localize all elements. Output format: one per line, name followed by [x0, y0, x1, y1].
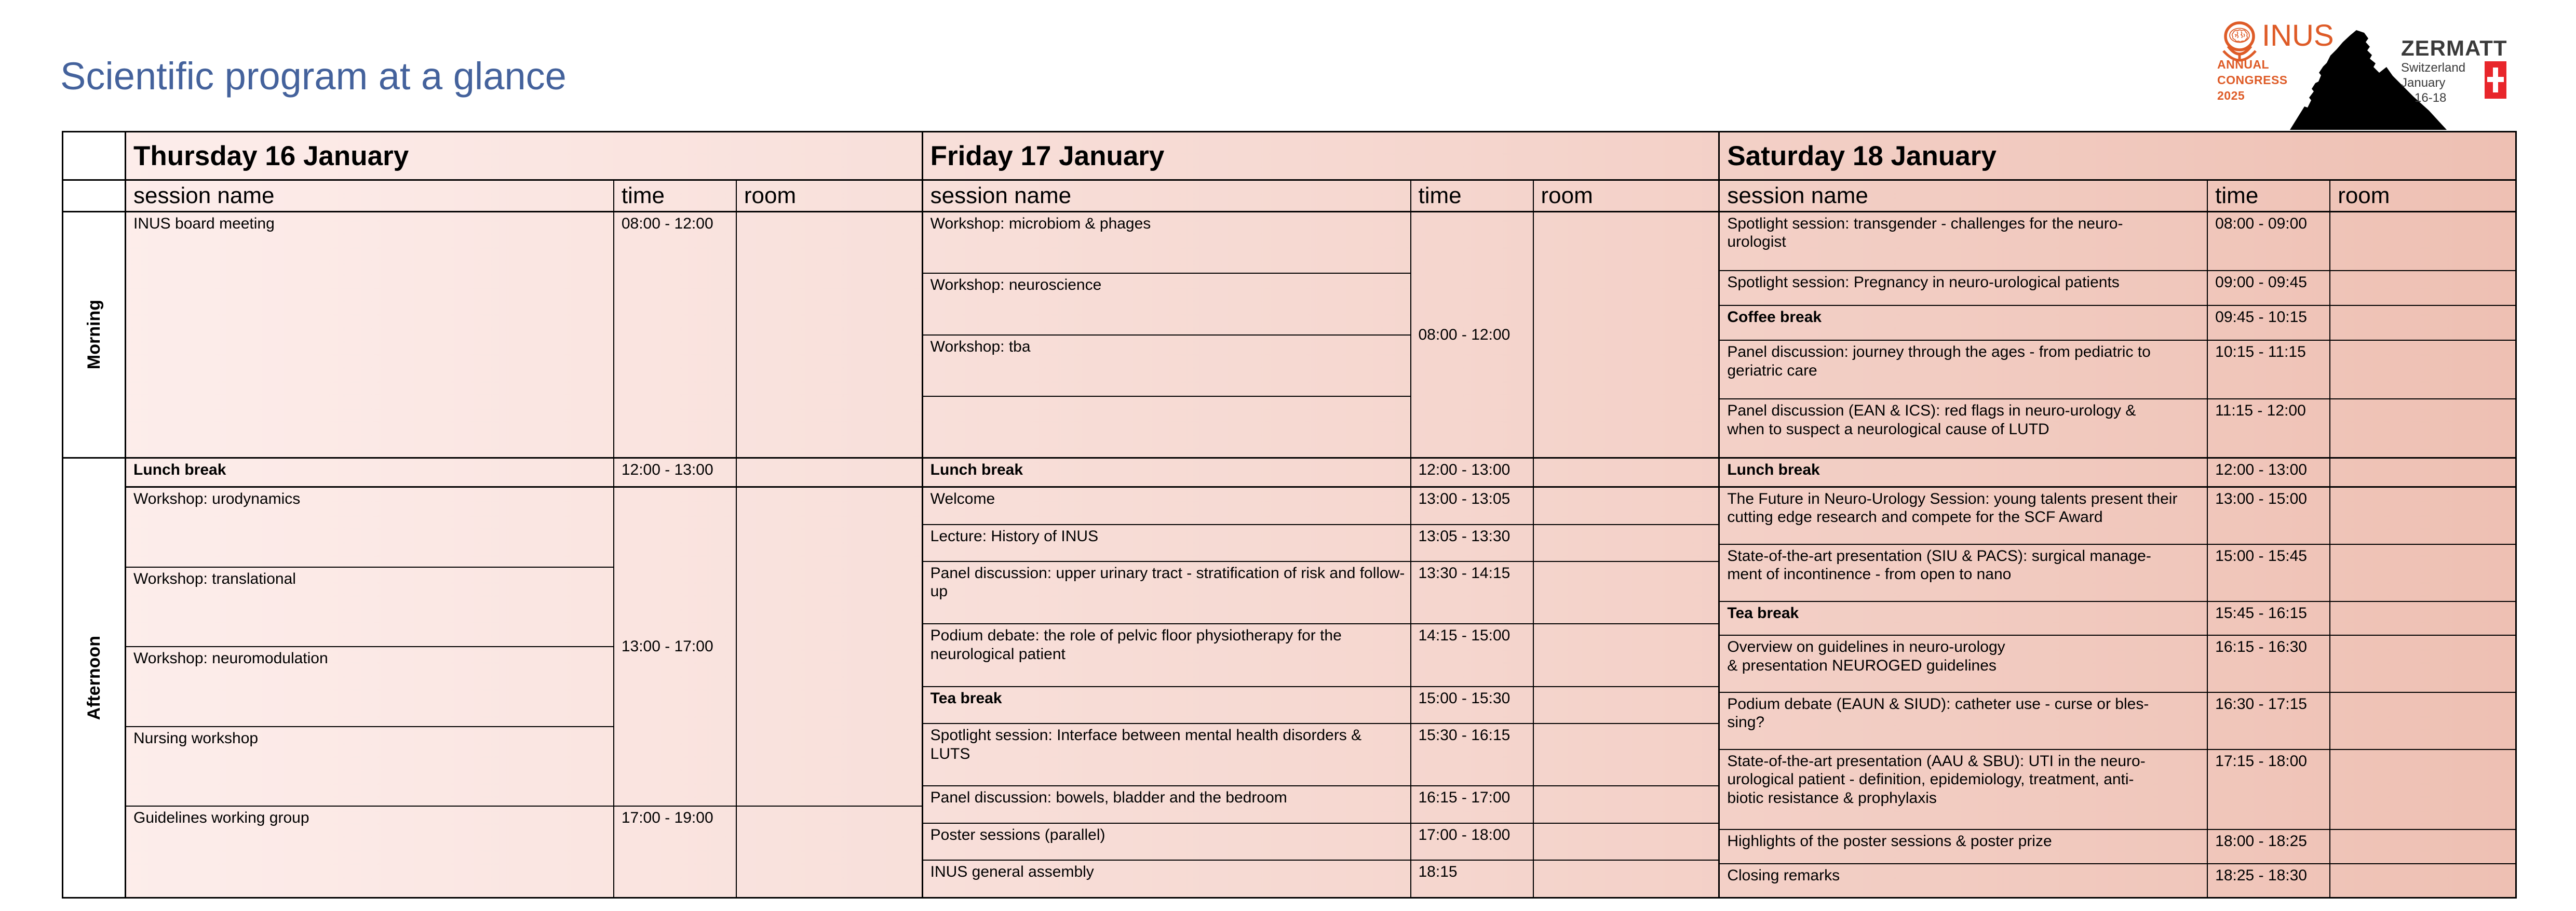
svg-text:INUS: INUS	[2262, 19, 2334, 52]
svg-text:CONGRESS: CONGRESS	[2217, 73, 2288, 87]
svg-text:Switzerland: Switzerland	[2401, 61, 2465, 75]
svg-text:16-18: 16-18	[2415, 91, 2446, 105]
svg-text:ANNUAL: ANNUAL	[2217, 58, 2269, 71]
svg-text:January: January	[2401, 76, 2445, 90]
svg-text:ZERMATT: ZERMATT	[2401, 36, 2507, 60]
svg-text:2025: 2025	[2217, 89, 2245, 102]
